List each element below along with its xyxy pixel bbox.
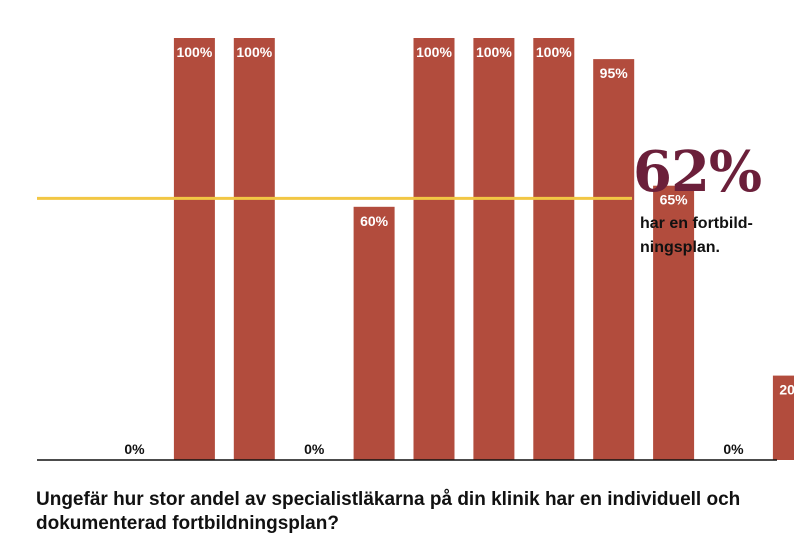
bar-10 (653, 185, 695, 460)
bar-label-12: 20% (779, 382, 794, 398)
bar-label-3: 100% (236, 44, 272, 60)
bar-label-9: 95% (600, 65, 629, 81)
bar-labels-group: 0% 100% 100% 0% 60% 100% 100% 100% 95% 65% 0% 20% (124, 44, 794, 457)
average-caption: har en fortbild-ningsplan. (640, 215, 753, 256)
bar-12 (772, 375, 794, 460)
bar-9 (593, 59, 635, 460)
chart-question: Ungefär hur stor andel av specialistläka… (36, 489, 741, 534)
bar-label-11: 0% (723, 441, 744, 457)
bar-label-8: 100% (536, 44, 572, 60)
bar-label-2: 100% (176, 44, 212, 60)
bar-chart: 0% 100% 100% 0% 60% 100% 100% 100% 95% 65% 0% 20% (37, 38, 794, 461)
bar-7 (473, 38, 515, 460)
bar-6 (413, 38, 455, 460)
bar-label-4: 0% (304, 441, 325, 457)
bar-label-1: 0% (124, 441, 145, 457)
bar-label-6: 100% (416, 44, 452, 60)
bar-label-7: 100% (476, 44, 512, 60)
bar-2 (173, 38, 215, 460)
bar-5 (353, 206, 395, 460)
bar-label-5: 60% (360, 213, 389, 229)
bar-8 (533, 38, 575, 460)
bar-label-10: 65% (660, 192, 689, 208)
bars-group (173, 38, 794, 460)
average-value: 62% (633, 139, 762, 205)
bar-3 (233, 38, 275, 460)
